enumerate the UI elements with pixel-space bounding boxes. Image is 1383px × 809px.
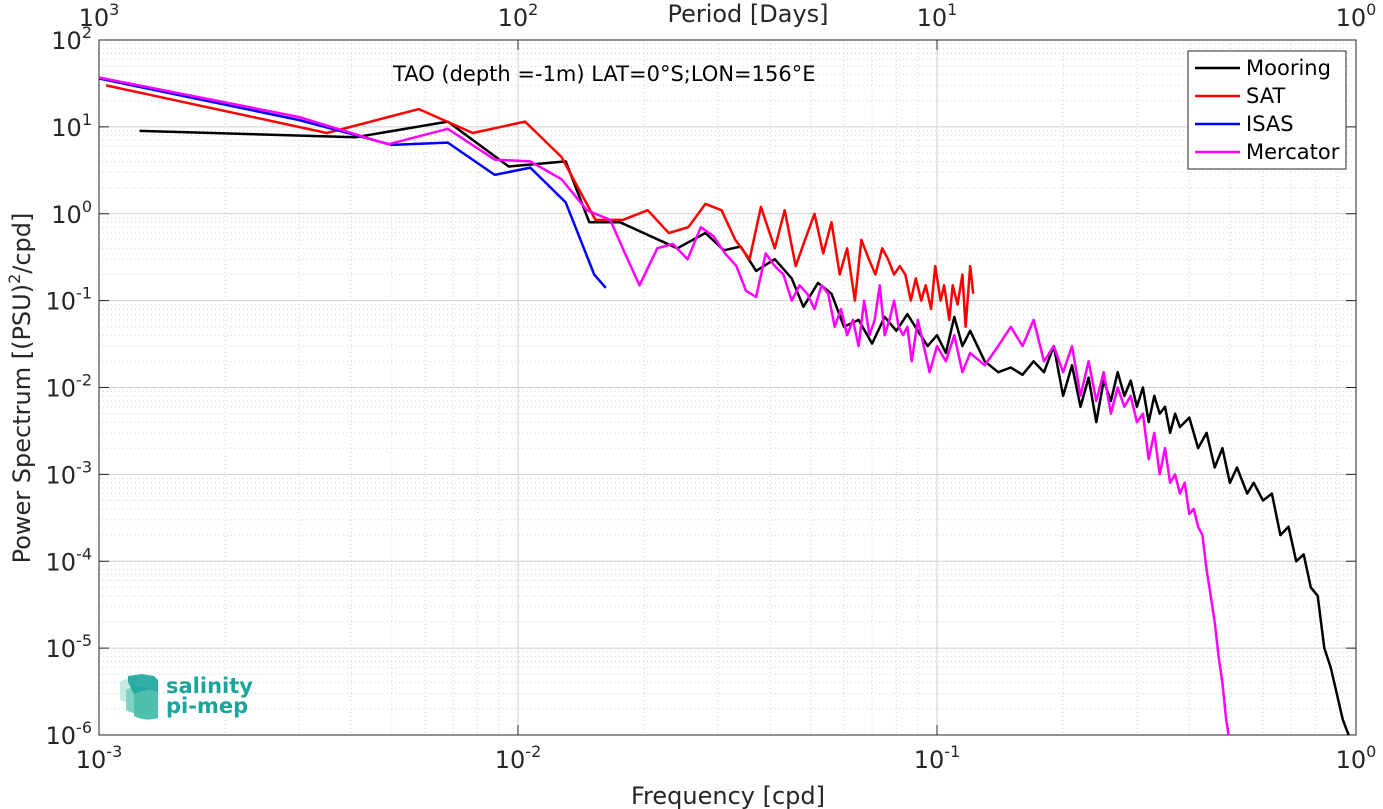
top-tick-label: 103 xyxy=(79,0,120,32)
y-tick-label-base: 10 xyxy=(46,461,77,489)
top-tick-label: 102 xyxy=(498,0,539,32)
x-tick-labels: 10-3 10-2 10-1 100 xyxy=(76,742,1377,774)
top-tick-label-base: 10 xyxy=(917,4,948,32)
x-axis-label: Frequency [cpd] xyxy=(631,782,825,809)
y-tick-label: 101 xyxy=(51,110,92,142)
y-tick-label-base: 10 xyxy=(51,201,82,229)
series-line-sat xyxy=(105,84,975,329)
y-tick-label: 10-3 xyxy=(46,457,93,489)
y-tick-label-exponent: -3 xyxy=(76,457,92,476)
logo-text-line2: pi-mep xyxy=(166,694,248,718)
top-tick-labels: 103 102 101 100 xyxy=(79,0,1377,32)
y-axis-label-suffix: /cpd] xyxy=(8,213,36,274)
y-tick-label-exponent: -6 xyxy=(76,718,92,737)
y-tick-label-exponent: -1 xyxy=(76,284,92,303)
series-line-mercator xyxy=(99,76,1230,735)
legend-label-mercator: Mercator xyxy=(1246,140,1340,164)
top-tick-label-base: 10 xyxy=(79,4,110,32)
y-tick-label: 10-2 xyxy=(46,371,93,403)
x-tick-label: 10-2 xyxy=(495,742,542,774)
top-tick-label-exponent: 3 xyxy=(109,0,119,19)
top-tick-label-base: 10 xyxy=(1336,4,1367,32)
x-tick-label-base: 10 xyxy=(495,746,526,774)
tick-marks xyxy=(98,39,1357,736)
x-tick-label-exponent: 0 xyxy=(1366,742,1376,761)
y-tick-label: 10-4 xyxy=(46,544,93,576)
legend-box xyxy=(1187,50,1347,170)
y-tick-label-base: 10 xyxy=(46,722,77,750)
y-tick-label-exponent: -4 xyxy=(76,544,92,563)
x-tick-label-base: 10 xyxy=(914,746,945,774)
y-tick-label: 10-5 xyxy=(46,631,93,663)
chart-annotation: TAO (depth =-1m) LAT=0°S;LON=156°E xyxy=(392,62,816,86)
y-tick-label-base: 10 xyxy=(51,27,82,55)
x-tick-label-base: 10 xyxy=(76,746,107,774)
legend: Mooring SAT ISAS Mercator xyxy=(1187,50,1347,170)
y-tick-label-exponent: 0 xyxy=(82,197,92,216)
data-series xyxy=(99,76,1351,735)
y-tick-label-base: 10 xyxy=(46,635,77,663)
top-tick-label-exponent: 1 xyxy=(947,0,957,19)
x-tick-label-exponent: -3 xyxy=(106,742,122,761)
top-tick-label-base: 10 xyxy=(498,4,529,32)
top-tick-label: 100 xyxy=(1336,0,1377,32)
y-tick-label-exponent: 2 xyxy=(82,23,92,42)
y-tick-label: 102 xyxy=(51,23,92,55)
x-tick-label: 10-3 xyxy=(76,742,123,774)
top-axis-label: Period [Days] xyxy=(667,0,828,28)
salinity-pi-mep-logo: salinity pi-mep xyxy=(120,674,253,720)
legend-label-sat: SAT xyxy=(1246,84,1285,108)
series-line-mooring xyxy=(139,120,1351,735)
series-line-isas xyxy=(99,77,607,289)
y-axis-label-prefix: Power Spectrum [(PSU) xyxy=(8,284,36,563)
y-tick-label-base: 10 xyxy=(46,548,77,576)
x-tick-label-base: 10 xyxy=(1336,746,1367,774)
logo-text-line1: salinity xyxy=(166,674,253,698)
legend-label-isas: ISAS xyxy=(1246,112,1294,136)
top-tick-label-exponent: 0 xyxy=(1366,0,1376,19)
x-tick-label-exponent: -1 xyxy=(944,742,960,761)
x-tick-label: 100 xyxy=(1336,742,1377,774)
minor-grid xyxy=(99,40,1356,735)
x-tick-label: 10-1 xyxy=(914,742,961,774)
y-tick-label: 10-1 xyxy=(46,284,93,316)
y-tick-label-base: 10 xyxy=(46,288,77,316)
y-tick-label: 100 xyxy=(51,197,92,229)
y-tick-label-exponent: -2 xyxy=(76,371,92,390)
x-tick-label-exponent: -2 xyxy=(525,742,541,761)
top-tick-label: 101 xyxy=(917,0,958,32)
y-tick-label: 10-6 xyxy=(46,718,93,750)
legend-label-mooring: Mooring xyxy=(1246,56,1331,80)
y-tick-label-exponent: -5 xyxy=(76,631,92,650)
y-tick-label-base: 10 xyxy=(46,375,77,403)
logo-mark-icon xyxy=(120,674,158,720)
y-axis-label-exponent: 2 xyxy=(5,274,24,284)
y-tick-label-exponent: 1 xyxy=(82,110,92,129)
top-tick-label-exponent: 2 xyxy=(528,0,538,19)
y-axis-label: Power Spectrum [(PSU)2/cpd] xyxy=(5,213,36,564)
y-tick-label-base: 10 xyxy=(51,114,82,142)
